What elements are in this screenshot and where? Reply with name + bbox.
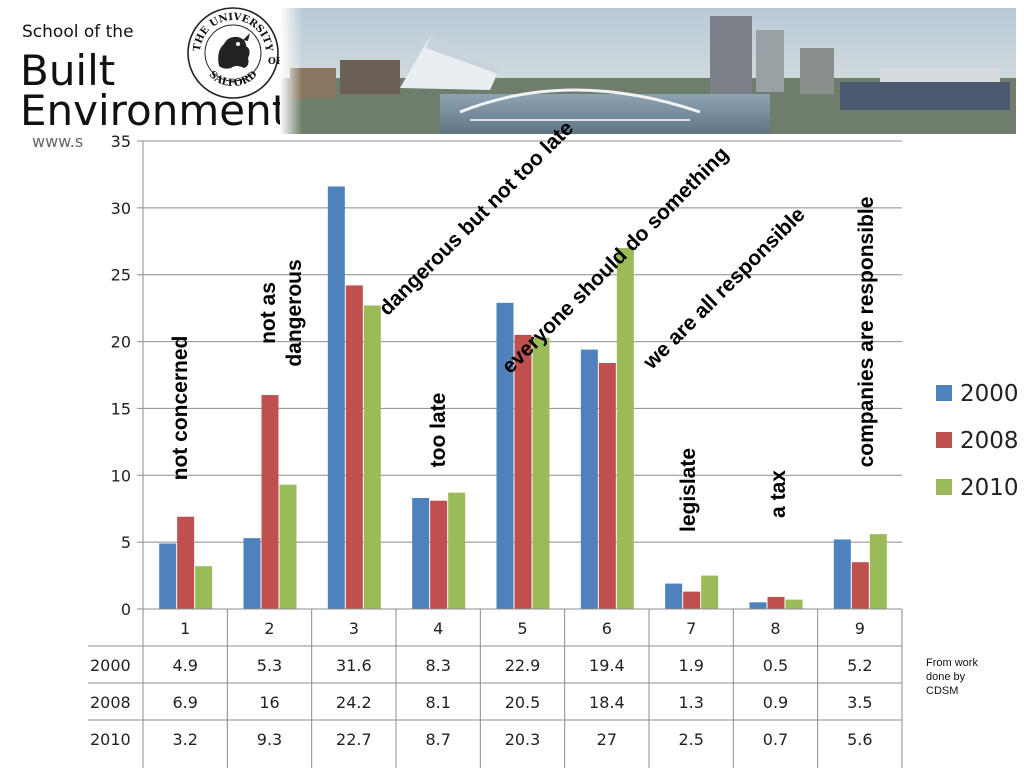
table-cell-2000-3: 31.6: [336, 656, 372, 675]
table-row-header-2010: 2010: [90, 730, 131, 749]
table-cell-2000-5: 22.9: [505, 656, 541, 675]
table-cell-2000-9: 5.2: [847, 656, 872, 675]
x-tick-label-1: 1: [180, 619, 190, 638]
y-tick-label: 25: [111, 266, 131, 285]
y-tick-label: 35: [111, 132, 131, 151]
bar-2008-4: [430, 500, 448, 609]
bar-2000-5: [496, 302, 514, 609]
table-cell-2008-8: 0.9: [763, 693, 788, 712]
legend-label-2000: 2000: [960, 381, 1019, 407]
legend-swatch-2008: [936, 432, 952, 448]
category-annotation-6: we are all responsible: [638, 203, 809, 374]
table-cell-2008-9: 3.5: [847, 693, 872, 712]
school-name-line1: School of the: [22, 22, 134, 42]
table-cell-2000-6: 19.4: [589, 656, 625, 675]
legend-label-2008: 2008: [960, 428, 1019, 454]
x-tick-label-9: 9: [855, 619, 865, 638]
table-cell-2010-4: 8.7: [425, 730, 450, 749]
table-cell-2000-7: 1.9: [678, 656, 703, 675]
y-tick-label: 15: [111, 399, 131, 418]
table-cell-2008-2: 16: [259, 693, 279, 712]
banner-photo: [280, 8, 1016, 134]
x-tick-label-7: 7: [686, 619, 696, 638]
y-tick-label: 5: [121, 533, 131, 552]
bar-2008-9: [851, 562, 869, 609]
table-cell-2010-9: 5.6: [847, 730, 872, 749]
university-seal-logo: THE UNIVERSITY OF SALFORD: [187, 7, 280, 99]
y-tick-label: 0: [121, 600, 131, 619]
legend-swatch-2000: [936, 385, 952, 401]
table-cell-2010-2: 9.3: [257, 730, 282, 749]
category-annotation-7: legislate: [677, 448, 700, 532]
table-cell-2010-5: 20.3: [505, 730, 541, 749]
table-cell-2010-6: 27: [597, 730, 617, 749]
x-tick-label-4: 4: [433, 619, 443, 638]
y-tick-label: 20: [111, 333, 131, 352]
bar-2008-3: [345, 285, 363, 609]
website-url: www.s: [32, 132, 84, 151]
bar-2010-5: [532, 337, 550, 609]
y-tick-label: 30: [111, 199, 131, 218]
table-cell-2008-5: 20.5: [505, 693, 541, 712]
table-cell-2008-1: 6.9: [172, 693, 197, 712]
bar-2008-2: [261, 395, 279, 609]
bar-2008-5: [514, 334, 532, 609]
table-cell-2000-4: 8.3: [425, 656, 450, 675]
seal-right-text: OF: [268, 57, 280, 67]
table-cell-2008-7: 1.3: [678, 693, 703, 712]
category-annotation-3: dangerous but not too late: [375, 117, 579, 321]
bar-2000-2: [243, 538, 261, 609]
category-annotation-2: not as dangerous: [257, 259, 306, 366]
category-annotation-8: a tax: [767, 470, 790, 518]
table-cell-2008-4: 8.1: [425, 693, 450, 712]
bar-2010-4: [448, 492, 466, 609]
category-annotation-1: not concerned: [169, 336, 192, 481]
bar-2010-9: [869, 534, 887, 609]
table-cell-2010-8: 0.7: [763, 730, 788, 749]
legend-label-2010: 2010: [960, 475, 1019, 501]
table-row-header-2000: 2000: [90, 656, 131, 675]
source-credit: From work done by CDSM: [926, 657, 978, 697]
bar-2008-8: [767, 596, 785, 609]
legend-swatch-2010: [936, 479, 952, 495]
bar-2000-8: [749, 602, 767, 609]
x-tick-label-2: 2: [264, 619, 274, 638]
bar-2010-6: [616, 247, 634, 609]
table-cell-2010-3: 22.7: [336, 730, 372, 749]
x-tick-label-8: 8: [770, 619, 780, 638]
bar-2010-1: [195, 566, 213, 609]
bar-2010-8: [785, 599, 803, 609]
bar-2010-7: [701, 575, 719, 609]
bar-2008-1: [177, 516, 195, 609]
bar-2000-9: [833, 539, 851, 609]
x-tick-label-3: 3: [349, 619, 359, 638]
bar-2000-1: [159, 543, 177, 609]
bar-2008-6: [598, 362, 616, 609]
bar-2010-3: [363, 305, 381, 609]
table-cell-2008-3: 24.2: [336, 693, 372, 712]
table-cell-2010-7: 2.5: [678, 730, 703, 749]
x-tick-label-5: 5: [517, 619, 527, 638]
table-cell-2000-1: 4.9: [172, 656, 197, 675]
table-row-header-2008: 2008: [90, 693, 131, 712]
category-annotation-9: companies are responsible: [855, 197, 878, 468]
table-cell-2010-1: 3.2: [172, 730, 197, 749]
header: School of the Built Environment www.s TH…: [0, 0, 1024, 151]
table-cell-2000-8: 0.5: [763, 656, 788, 675]
table-cell-2008-6: 18.4: [589, 693, 625, 712]
school-name-line2: Built: [20, 46, 116, 95]
y-tick-label: 10: [111, 466, 131, 485]
bar-2000-3: [327, 186, 345, 609]
x-tick-label-6: 6: [602, 619, 612, 638]
bar-2008-7: [683, 591, 701, 609]
bar-2000-4: [412, 498, 430, 609]
bar-2000-7: [665, 583, 683, 609]
bar-2010-2: [279, 484, 297, 609]
bar-2000-6: [580, 349, 598, 609]
table-cell-2000-2: 5.3: [257, 656, 282, 675]
category-annotation-4: too late: [427, 393, 450, 468]
